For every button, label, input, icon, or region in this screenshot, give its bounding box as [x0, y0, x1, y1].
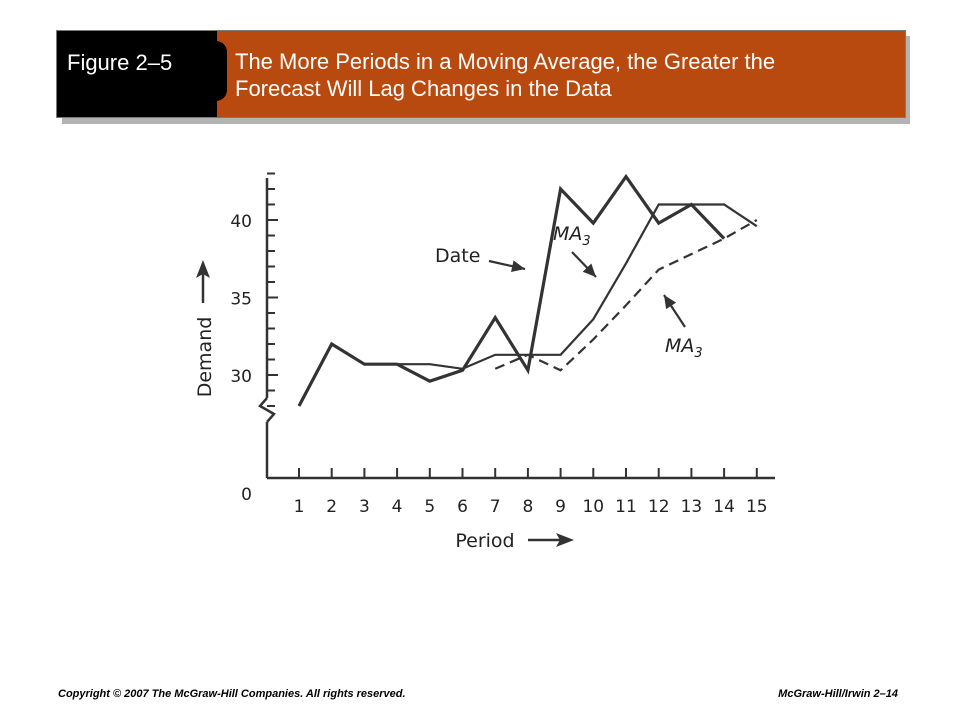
slide-header: Figure 2–5 The More Periods in a Moving … — [56, 30, 906, 118]
data-series-arrow-head — [511, 260, 525, 273]
slide-title-line2: Forecast Will Lag Changes in the Data — [235, 76, 612, 101]
y-tick-label: 35 — [230, 290, 252, 310]
x-tick-label: 3 — [359, 497, 370, 517]
figure-label-tab — [205, 41, 227, 101]
x-tick-label: 10 — [582, 497, 604, 517]
series-line-ma3 — [397, 203, 758, 370]
ma-dashed-series-arrow-head — [664, 295, 677, 310]
x-tick-label: 15 — [746, 497, 768, 517]
x-tick-label: 7 — [490, 497, 501, 517]
y-axis-break — [258, 397, 276, 423]
ma-thin-series-label: MA3 — [553, 223, 591, 249]
y-tick-label: 40 — [230, 212, 252, 232]
x-tick-label: 5 — [424, 497, 435, 517]
series-line-ma5 — [494, 219, 758, 372]
y-tick-label: 30 — [230, 367, 252, 387]
y-axis-arrowhead — [196, 260, 210, 278]
ma-dashed-series-label: MA3 — [665, 335, 703, 361]
x-tick-label: 4 — [392, 497, 403, 517]
x-tick-label: 9 — [555, 497, 566, 517]
figure-label-box: Figure 2–5 — [57, 31, 227, 117]
slide-title-line1: The More Periods in a Moving Average, th… — [235, 49, 776, 74]
page-number: McGraw-Hill/Irwin 2–14 — [778, 688, 898, 700]
y-tick-label: 0 — [241, 485, 252, 505]
copyright-text: Copyright © 2007 The McGraw-Hill Compani… — [58, 688, 406, 700]
x-tick-label: 12 — [648, 497, 670, 517]
x-tick-label: 1 — [294, 497, 305, 517]
data-series-label: Date — [435, 245, 480, 267]
x-tick-label: 8 — [522, 497, 533, 517]
ma-thin-series-arrow-head — [582, 263, 596, 277]
x-tick-label: 2 — [326, 497, 337, 517]
series-line-data — [297, 173, 726, 407]
x-tick-label: 14 — [713, 497, 735, 517]
x-axis-arrowhead — [556, 533, 574, 547]
x-axis-label: Period — [455, 530, 514, 552]
figure-label: Figure 2–5 — [67, 50, 173, 75]
slide-title: The More Periods in a Moving Average, th… — [217, 31, 905, 117]
x-tick-label: 6 — [457, 497, 468, 517]
y-axis-label: Demand — [194, 317, 216, 398]
x-tick-label: 13 — [681, 497, 703, 517]
x-tick-label: 11 — [615, 497, 637, 517]
